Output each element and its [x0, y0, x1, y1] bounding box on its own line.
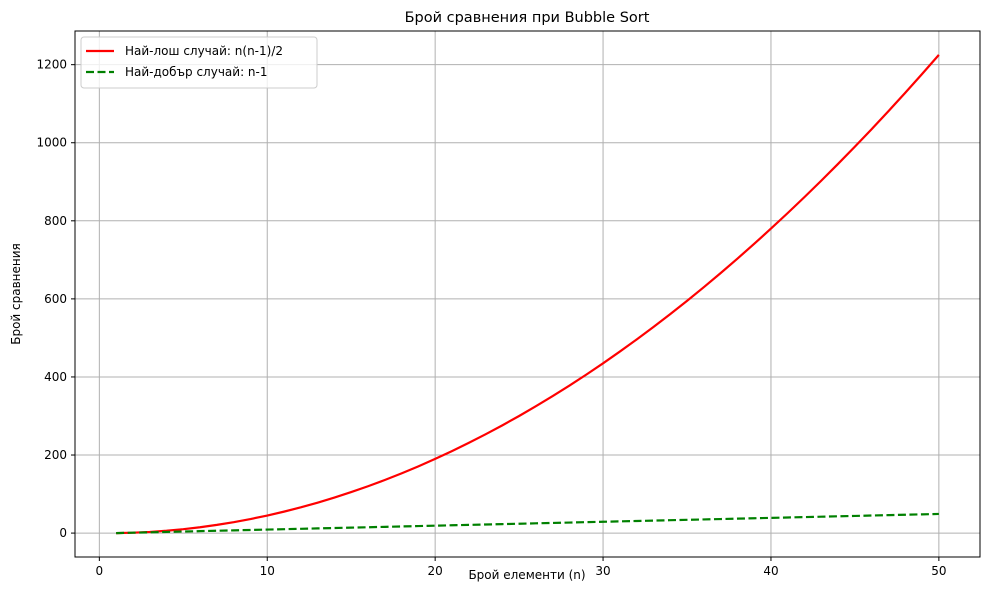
- chart-title: Брой сравнения при Bubble Sort: [405, 10, 650, 26]
- legend: Най-лош случай: n(n-1)/2 Най-добър случай…: [80, 36, 318, 89]
- y-tick-label: 400: [44, 370, 67, 384]
- y-axis-ticks: 0 200 400 600 800 1000 1200: [36, 58, 75, 540]
- y-tick-label: 600: [44, 292, 67, 306]
- y-tick-label: 200: [44, 448, 67, 462]
- y-tick-label: 800: [44, 214, 67, 228]
- y-axis-label: Брой сравнения: [9, 243, 23, 345]
- x-axis-ticks: 0 10 20 30 40 50: [96, 557, 947, 578]
- series-line-worst-case: [116, 54, 940, 535]
- x-tick-label: 30: [595, 564, 610, 578]
- x-axis-label: Брой елементи (n): [468, 568, 585, 582]
- legend-entry: Най-добър случай: n-1: [125, 65, 268, 79]
- series-lines: [116, 54, 940, 535]
- series-line-best-case: [116, 512, 939, 535]
- x-tick-label: 10: [260, 564, 275, 578]
- y-tick-label: 0: [59, 526, 67, 540]
- legend-box: [80, 36, 318, 89]
- y-tick-label: 1000: [36, 136, 67, 150]
- x-tick-label: 0: [96, 564, 104, 578]
- x-tick-label: 20: [428, 564, 443, 578]
- legend-entry: Най-лош случай: n(n-1)/2: [125, 44, 283, 58]
- grid: [75, 31, 980, 557]
- plot-frame: [74, 30, 981, 558]
- x-tick-label: 50: [931, 564, 946, 578]
- x-tick-label: 40: [763, 564, 778, 578]
- y-tick-label: 1200: [36, 58, 67, 72]
